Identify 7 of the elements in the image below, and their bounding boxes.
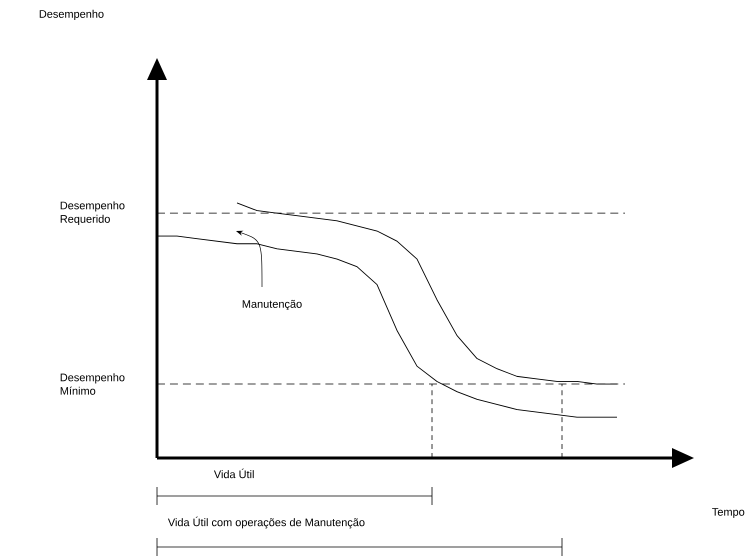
text: Vida Útil com operações de Manutenção xyxy=(168,516,365,528)
text: Tempo xyxy=(712,508,744,518)
text: Desempenho xyxy=(40,10,104,20)
ref-line-label: Desempenho Mínimo xyxy=(60,373,125,395)
annotation: Manutenção xyxy=(242,300,302,310)
ref-line-label: Desempenho Requerido xyxy=(60,201,125,225)
text: Vida Útil xyxy=(214,468,254,478)
